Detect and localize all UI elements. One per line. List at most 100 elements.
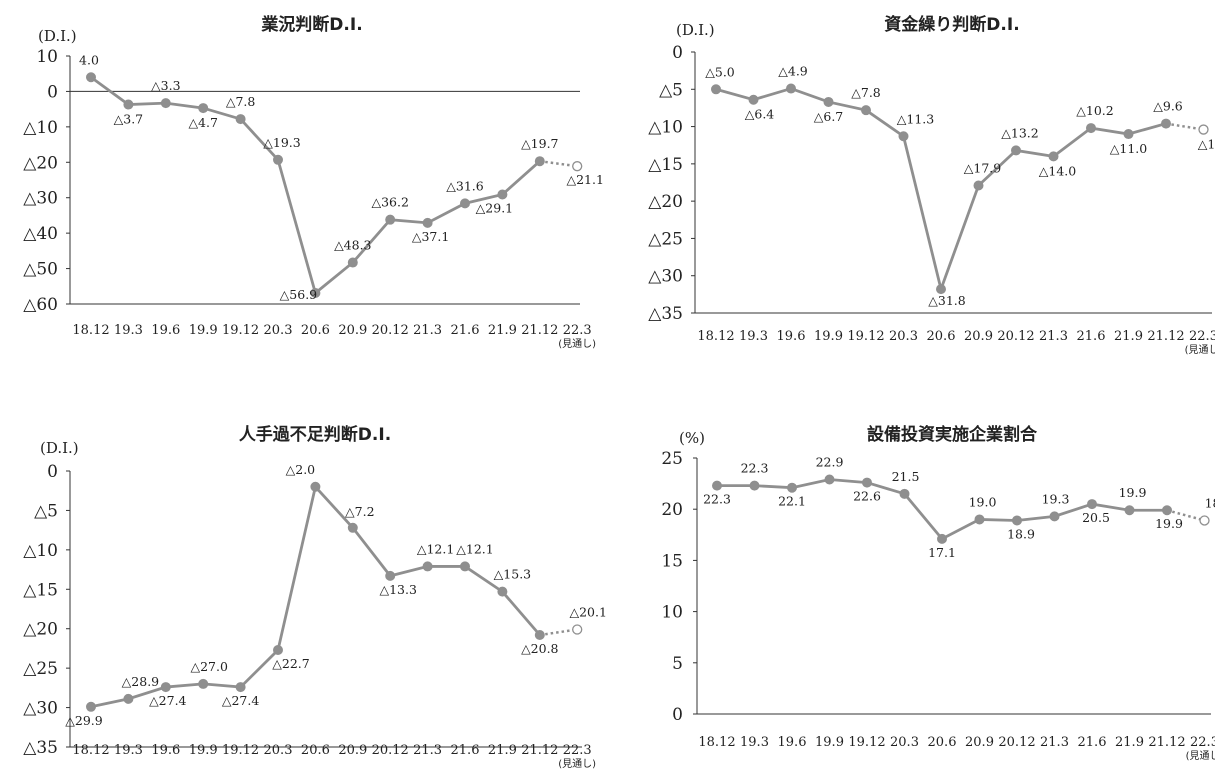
x-tick-label: 22.3 [563, 743, 592, 758]
data-label: △7.8 [851, 85, 881, 100]
data-label: 4.0 [79, 52, 99, 67]
x-tick-label: 20.12 [372, 323, 409, 338]
data-label: 18.9 [1007, 526, 1035, 541]
data-label: △13.3 [379, 582, 416, 597]
y-tick-label: 10 [661, 603, 683, 623]
data-point [460, 198, 470, 209]
y-tick-label: △5 [659, 80, 683, 100]
x-tick-label: 21.12 [1147, 329, 1184, 344]
data-label: △20.8 [521, 641, 558, 656]
x-tick-label: 20.6 [927, 329, 956, 344]
y-tick-label: 10 [36, 47, 58, 67]
data-label: △4.7 [188, 115, 218, 130]
data-point [749, 480, 760, 491]
y-tick-label: △35 [23, 738, 58, 758]
y-tick-label: △60 [23, 295, 58, 315]
data-label: △31.8 [928, 293, 965, 308]
y-tick-label: 0 [672, 43, 683, 63]
x-tick-label: 21.6 [1078, 735, 1107, 750]
data-label: △27.4 [222, 693, 259, 708]
data-point [497, 189, 508, 200]
x-tick-label: 20.9 [965, 735, 994, 750]
forecast-note: (見通し) [1186, 750, 1215, 762]
x-tick-label: 19.9 [189, 743, 218, 758]
data-point [86, 701, 96, 712]
y-tick-label: △30 [648, 267, 683, 287]
data-point [1086, 123, 1096, 134]
data-label: △29.1 [476, 201, 513, 216]
x-tick-label: 20.6 [301, 743, 330, 758]
y-tick-label: △30 [23, 189, 58, 209]
x-tick-label: 19.3 [114, 323, 143, 338]
y-tick-label: △10 [23, 541, 58, 561]
x-tick-label: 21.3 [1039, 329, 1068, 344]
x-tick-label: 19.6 [151, 323, 180, 338]
data-point [861, 105, 871, 116]
y-unit-label: (D.I.) [676, 21, 715, 39]
y-tick-label: 25 [661, 449, 683, 469]
data-point [711, 84, 721, 95]
data-point [385, 214, 396, 225]
data-point [824, 474, 835, 485]
forecast-point [1198, 124, 1209, 135]
x-tick-label: 21.6 [1077, 329, 1106, 344]
x-tick-label: 21.9 [488, 323, 517, 338]
data-label: △12.1 [417, 541, 454, 556]
data-point [1049, 511, 1060, 522]
x-tick-label: 20.9 [338, 323, 367, 338]
y-tick-label: △20 [23, 620, 58, 640]
forecast-line [539, 628, 578, 637]
x-tick-label: 21.9 [1114, 329, 1143, 344]
forecast-point [1199, 515, 1210, 526]
y-unit-label: (D.I.) [40, 439, 79, 457]
data-label: 17.1 [928, 545, 956, 560]
data-point [347, 522, 358, 533]
data-label: △20.1 [569, 605, 606, 620]
y-tick-label: 5 [672, 654, 683, 674]
data-label: △21.1 [566, 172, 603, 187]
data-label: △2.0 [286, 462, 316, 477]
y-tick-label: 0 [47, 82, 58, 102]
data-label: △13.2 [1001, 125, 1038, 140]
data-point [310, 481, 321, 492]
data-point [1087, 499, 1097, 510]
data-point [86, 72, 96, 83]
data-label: △27.4 [149, 693, 186, 708]
x-tick-label: 22.3 [1190, 735, 1215, 750]
x-tick-label: 18.12 [72, 743, 109, 758]
data-point [1124, 505, 1135, 516]
data-label: △10.4 [1198, 137, 1215, 152]
x-tick-label: 19.9 [815, 735, 844, 750]
data-point [937, 533, 947, 544]
data-label: △56.9 [280, 287, 317, 302]
data-point [823, 96, 834, 107]
data-label: 22.6 [853, 489, 881, 504]
y-tick-label: △25 [23, 659, 58, 679]
x-tick-label: 20.12 [997, 329, 1034, 344]
chart-panel-capex-ratio: 設備投資実施企業割合 (%) 25 20 15 10 5 0 18.12 19.3 19.6 19… [661, 424, 1215, 762]
x-tick-label: 19.6 [151, 743, 180, 758]
x-tick-label: 20.3 [264, 323, 293, 338]
data-point [712, 480, 722, 491]
y-tick-label: △20 [23, 153, 58, 173]
data-label: 21.5 [892, 469, 920, 484]
data-point [974, 514, 985, 525]
data-point [748, 94, 759, 105]
x-tick-label: 18.12 [698, 735, 735, 750]
data-label: 18.9 [1205, 495, 1215, 510]
x-tick-label: 21.9 [1115, 735, 1144, 750]
data-point [235, 114, 246, 125]
x-tick-label: 20.3 [889, 329, 918, 344]
data-point [787, 482, 797, 493]
data-label: △17.9 [964, 160, 1001, 175]
data-point [460, 561, 470, 572]
y-tick-label: △50 [23, 260, 58, 280]
x-tick-label: 20.6 [928, 735, 957, 750]
x-tick-label: 19.9 [814, 329, 843, 344]
data-label: △3.7 [114, 112, 144, 127]
data-label: 20.5 [1082, 510, 1110, 525]
data-label: △6.4 [745, 107, 775, 122]
x-tick-label: 20.9 [338, 743, 367, 758]
x-tick-label: 20.9 [964, 329, 993, 344]
